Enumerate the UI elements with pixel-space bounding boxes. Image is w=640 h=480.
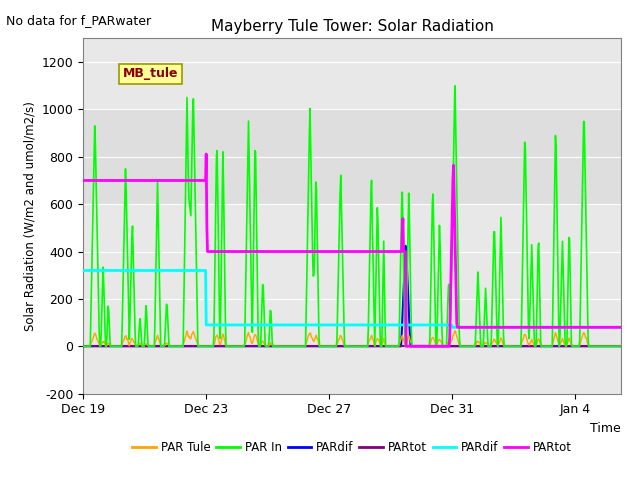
PARtot xyxy=(632,343,640,349)
PARtot xyxy=(403,343,410,349)
PARdif xyxy=(632,343,640,349)
PAR In xyxy=(451,83,459,89)
PAR Tule xyxy=(79,343,87,349)
PARdif xyxy=(99,343,107,349)
Text: MB_tule: MB_tule xyxy=(123,67,178,81)
PAR Tule xyxy=(99,338,107,344)
PARtot xyxy=(280,343,288,349)
PAR In xyxy=(280,343,288,349)
PAR In xyxy=(99,264,107,270)
Line: PARdif: PARdif xyxy=(83,246,636,346)
PARdif xyxy=(449,324,456,330)
PARdif xyxy=(527,343,534,349)
PAR Tule xyxy=(632,343,640,349)
PARtot xyxy=(79,343,87,349)
Title: Mayberry Tule Tower: Solar Radiation: Mayberry Tule Tower: Solar Radiation xyxy=(211,20,493,35)
X-axis label: Time: Time xyxy=(590,422,621,435)
PAR In xyxy=(393,343,401,349)
PARtot xyxy=(394,249,401,254)
PARdif xyxy=(209,343,217,349)
Bar xyxy=(83,109,621,204)
PARdif xyxy=(280,343,288,349)
PARtot xyxy=(310,343,317,349)
Line: PARdif: PARdif xyxy=(83,270,636,327)
PARtot xyxy=(526,343,534,349)
PARtot xyxy=(527,324,535,330)
PARtot xyxy=(202,151,210,157)
Text: No data for f_PARwater: No data for f_PARwater xyxy=(6,14,152,27)
Line: PAR Tule: PAR Tule xyxy=(83,331,636,346)
PARdif xyxy=(632,324,640,330)
PARtot xyxy=(281,249,289,254)
PARdif xyxy=(280,322,288,328)
PAR Tule xyxy=(393,343,401,349)
PARdif xyxy=(402,243,410,249)
Legend: PAR Tule, PAR In, PARdif, PARtot, PARdif, PARtot: PAR Tule, PAR In, PARdif, PARtot, PARdif… xyxy=(128,436,576,459)
PARdif xyxy=(79,343,87,349)
PAR Tule xyxy=(310,338,317,344)
PARdif xyxy=(310,322,317,328)
Line: PAR In: PAR In xyxy=(83,86,636,346)
PAR Tule xyxy=(280,343,288,349)
PARdif xyxy=(527,324,534,330)
PARdif xyxy=(393,322,401,328)
PARdif xyxy=(79,267,87,273)
PARdif xyxy=(209,322,217,328)
PAR In xyxy=(310,272,317,278)
PARtot xyxy=(393,343,401,349)
PARtot xyxy=(99,343,107,349)
PAR Tule xyxy=(451,328,459,334)
PAR Tule xyxy=(527,340,534,346)
PAR In xyxy=(632,343,640,349)
PAR Tule xyxy=(209,343,217,349)
PAR In xyxy=(527,288,534,294)
Y-axis label: Solar Radiation (W/m2 and umol/m2/s): Solar Radiation (W/m2 and umol/m2/s) xyxy=(23,101,36,331)
PARtot xyxy=(99,178,107,183)
PARtot xyxy=(210,249,218,254)
PARtot xyxy=(632,324,640,330)
PARtot xyxy=(209,343,217,349)
Line: PARtot: PARtot xyxy=(83,154,636,346)
PARdif xyxy=(393,343,401,349)
PARdif xyxy=(310,343,317,349)
PAR In xyxy=(209,343,217,349)
PARdif xyxy=(99,267,107,273)
PARtot xyxy=(79,178,87,183)
PARtot xyxy=(310,249,318,254)
PAR In xyxy=(79,343,87,349)
